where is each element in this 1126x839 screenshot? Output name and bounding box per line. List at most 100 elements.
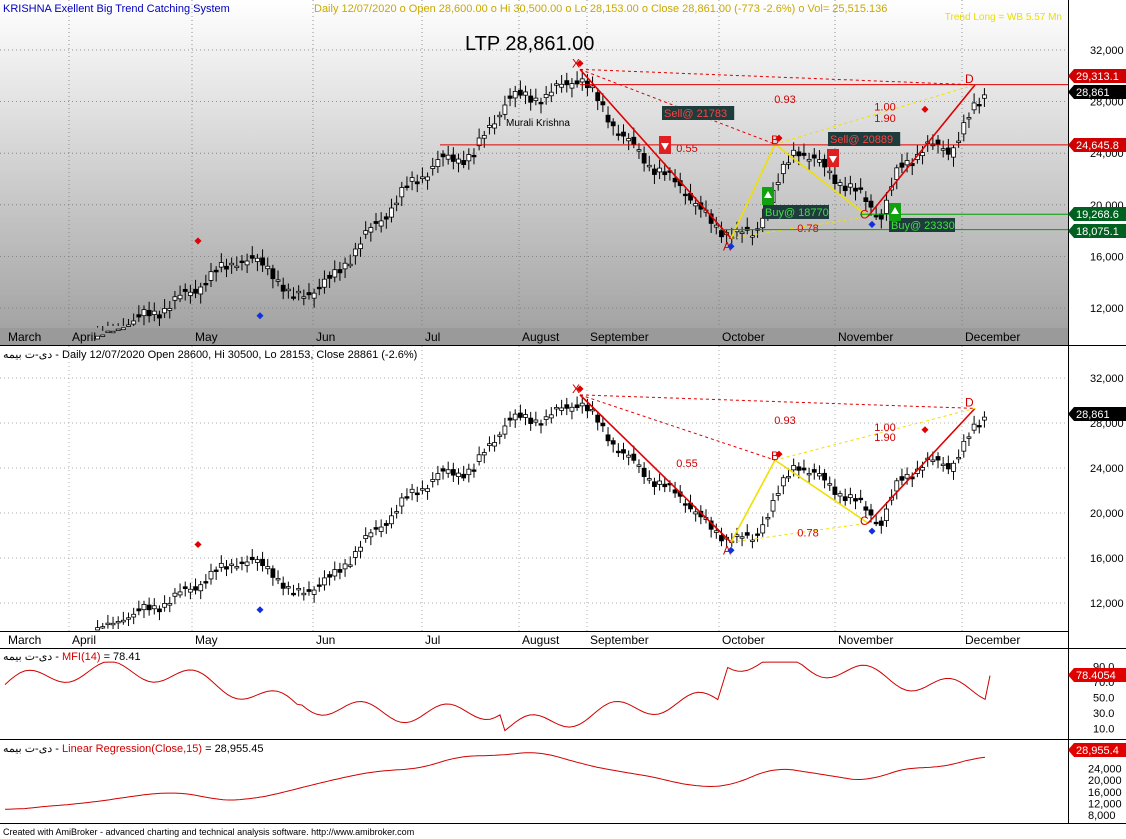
candle-body xyxy=(131,613,137,618)
candle-body xyxy=(940,148,946,151)
candle-body xyxy=(935,456,941,461)
candle-body xyxy=(585,404,590,412)
pattern-dash-ac xyxy=(730,215,869,239)
candle-body xyxy=(466,154,472,162)
candle-body xyxy=(316,584,322,587)
candle-body xyxy=(301,592,307,596)
y-tick-top: 28,000 xyxy=(1090,97,1124,109)
candle-body xyxy=(363,535,369,539)
candle-body xyxy=(662,171,668,176)
candle-body xyxy=(765,517,771,520)
candle-body xyxy=(373,527,379,530)
candle-body xyxy=(311,589,317,595)
candle-body xyxy=(739,536,745,539)
candle-body xyxy=(203,283,209,286)
candle-body xyxy=(224,566,229,570)
candle-body xyxy=(316,286,322,290)
candle-body xyxy=(270,268,276,280)
linreg-last-label: 28,955.4 xyxy=(1076,745,1119,757)
candle-body xyxy=(389,515,394,525)
candle-body xyxy=(399,497,405,507)
candle-body xyxy=(507,417,513,421)
candle-body xyxy=(291,296,296,299)
y-tick-top: 16,000 xyxy=(1090,251,1124,263)
candle-body xyxy=(636,149,642,152)
candle-body xyxy=(234,265,240,269)
candle-body xyxy=(440,468,446,472)
pivot-low-marker xyxy=(868,220,876,228)
y-tick-top: 32,000 xyxy=(1090,45,1124,57)
candle-body xyxy=(847,183,853,188)
candle-body xyxy=(414,492,420,496)
candle-body xyxy=(445,154,451,160)
pivot-high-marker xyxy=(576,385,584,393)
candle-body xyxy=(646,164,652,168)
candle-body xyxy=(853,498,858,502)
candle-body xyxy=(636,464,642,467)
candle-body xyxy=(817,159,822,163)
candle-body xyxy=(966,117,972,120)
candle-body xyxy=(255,559,260,563)
candle-body xyxy=(605,114,611,123)
y-tick-mid: 24,000 xyxy=(1090,463,1124,475)
candle-body xyxy=(100,626,106,629)
candle-body xyxy=(332,269,338,278)
candle-body xyxy=(976,104,982,107)
candle-body xyxy=(157,608,162,613)
candle-body xyxy=(249,556,255,561)
candle-body xyxy=(791,149,797,156)
pattern-ratio-label: 1.90 xyxy=(874,113,895,125)
indicator-lines xyxy=(4,661,991,810)
candle-body xyxy=(600,422,606,427)
month-label-top: Jul xyxy=(425,330,440,344)
candle-body xyxy=(548,414,554,419)
candle-body xyxy=(780,163,786,175)
candle-body xyxy=(177,294,183,300)
candle-body xyxy=(827,170,833,174)
pattern-leg-bc xyxy=(774,143,869,218)
candle-body xyxy=(420,176,425,180)
month-label-top: November xyxy=(838,330,893,344)
candle-body xyxy=(115,328,121,331)
candle-body xyxy=(595,414,601,423)
candle-body xyxy=(187,291,193,296)
pivot-low-marker xyxy=(868,527,876,535)
arrow-glyph xyxy=(764,191,772,198)
candle-body xyxy=(755,533,760,536)
candle-body xyxy=(126,324,131,327)
pivot-high-marker xyxy=(194,237,202,245)
candle-body xyxy=(863,197,869,203)
pattern-ratio-label: 0.78 xyxy=(797,528,818,540)
candle-body xyxy=(466,468,472,476)
candle-body xyxy=(322,278,327,288)
candle-body xyxy=(538,101,544,105)
candle-body xyxy=(425,176,430,181)
candle-body xyxy=(786,476,791,479)
candle-body xyxy=(450,154,456,162)
candle-body xyxy=(487,443,492,446)
pattern-leg-cd xyxy=(867,84,976,217)
top-month-strip xyxy=(0,328,1068,345)
mid-candles xyxy=(95,396,987,631)
candle-body xyxy=(260,558,265,566)
pivot-high-marker xyxy=(576,59,584,67)
candle-body xyxy=(420,488,425,491)
candle-body xyxy=(920,152,925,157)
candle-body xyxy=(363,230,369,235)
candle-body xyxy=(554,83,559,86)
candle-body xyxy=(693,203,699,207)
linreg-tick: 20,000 xyxy=(1088,775,1122,787)
candle-body xyxy=(208,570,214,580)
candle-body xyxy=(569,83,575,89)
candle-body xyxy=(590,85,595,89)
candle-body xyxy=(383,523,389,526)
candle-body xyxy=(899,162,905,168)
candle-body xyxy=(126,617,131,620)
candle-body xyxy=(719,535,724,542)
candle-body xyxy=(528,95,534,103)
candle-body xyxy=(652,168,657,175)
candle-body xyxy=(559,407,565,411)
candle-body xyxy=(151,310,157,315)
axis-labels: 32,00032,00028,00028,00024,00024,00020,0… xyxy=(8,45,1126,822)
